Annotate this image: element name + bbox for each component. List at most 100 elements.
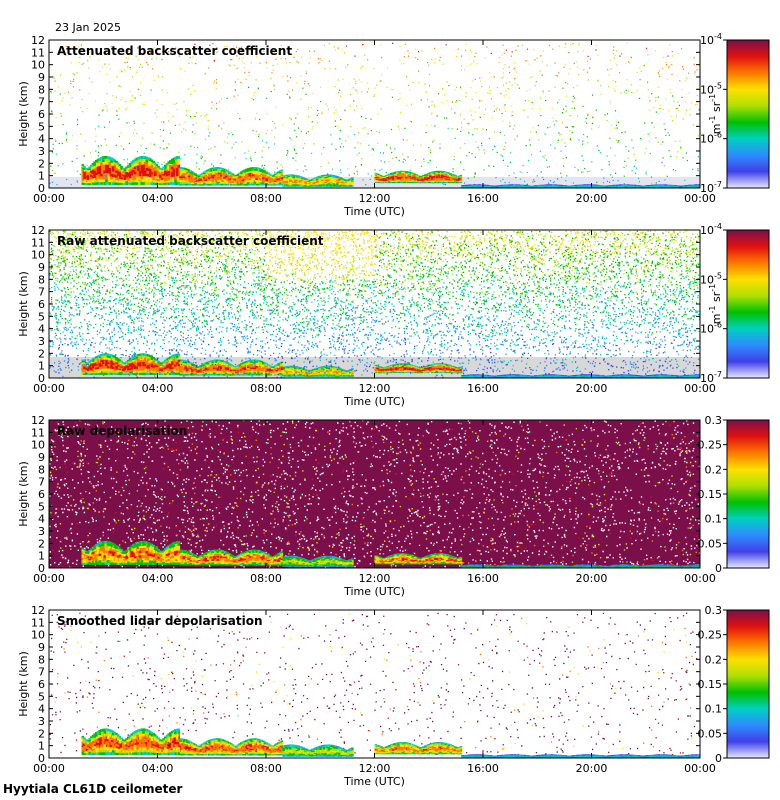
colorbar-tick-exp: -4: [714, 32, 722, 41]
instrument-footer: Hyytiala CL61D ceilometer: [3, 782, 183, 796]
x-tick-label: 12:00: [359, 572, 391, 585]
heatmap-cells: [122, 550, 700, 568]
colorbar-tick-base: 10: [700, 323, 714, 336]
heatmap-data: [49, 420, 700, 568]
x-axis-label: Time (UTC): [343, 395, 405, 408]
unit-m-exp: -1: [708, 306, 717, 314]
y-tick-label: 5: [38, 310, 45, 323]
y-tick-label: 8: [38, 463, 45, 476]
unit-sr: sr: [710, 291, 723, 305]
colorbar: [726, 609, 770, 759]
unit-sr-exp: -1: [708, 94, 717, 102]
x-tick-label: 00:00: [33, 572, 65, 585]
y-tick-label: 6: [38, 678, 45, 691]
x-axis-label: Time (UTC): [343, 205, 405, 218]
x-tick-label: 12:00: [359, 382, 391, 395]
y-axis-label: Height (km): [17, 651, 30, 717]
x-tick-label: 12:00: [359, 762, 391, 775]
x-tick-label: 08:00: [250, 572, 282, 585]
y-tick-label: 4: [38, 513, 45, 526]
x-tick-label: 00:00: [684, 382, 716, 395]
colorbar-tick-base: 10: [700, 273, 714, 286]
panel-title: Attenuated backscatter coefficient: [57, 44, 292, 58]
heatmap-cells: [83, 359, 463, 373]
colorbar-unit: m-1 sr-1: [708, 94, 723, 134]
x-axis-label: Time (UTC): [343, 775, 405, 788]
heatmap-cells: [282, 742, 700, 758]
colorbar-tick-label: 10-6: [700, 321, 722, 336]
unit-m: m: [710, 124, 723, 135]
colorbar-tick-label: 10-5: [700, 81, 722, 96]
colorbar-tick-exp: -5: [714, 81, 722, 90]
colorbar-tick-label: 10-4: [700, 222, 722, 237]
y-tick-label: 10: [31, 439, 45, 452]
y-tick-label: 12: [31, 224, 45, 237]
x-tick-label: 20:00: [576, 762, 608, 775]
colorbar-tick-label: 0.05: [698, 727, 723, 740]
x-tick-label: 20:00: [576, 572, 608, 585]
heatmap-cells: [81, 540, 700, 568]
y-tick-label: 4: [38, 133, 45, 146]
colorbar-tick-label: 0.2: [705, 463, 723, 476]
y-tick-label: 11: [31, 616, 45, 629]
x-tick-label: 04:00: [142, 192, 174, 205]
y-tick-label: 8: [38, 273, 45, 286]
y-tick-label: 9: [38, 71, 45, 84]
colorbar-tick-base: 10: [700, 372, 714, 385]
colorbar-tick-label: 0.15: [698, 488, 723, 501]
y-tick-label: 12: [31, 34, 45, 47]
y-tick-label: 4: [38, 323, 45, 336]
colorbar-tick-label: 10-7: [700, 370, 722, 385]
x-tick-label: 08:00: [250, 192, 282, 205]
colorbar-tick-label: 0: [715, 562, 722, 575]
colorbar-tick-base: 10: [700, 83, 714, 96]
colorbar-tick-label: 10-6: [700, 131, 722, 146]
colorbar-tick-exp: -7: [714, 370, 722, 379]
x-tick-label: 20:00: [576, 192, 608, 205]
y-axis-label: Height (km): [17, 271, 30, 337]
colorbar-tick-exp: -7: [714, 180, 722, 189]
colorbar-tick-label: 0.15: [698, 678, 723, 691]
unit-sr: sr: [710, 101, 723, 115]
y-tick-label: 6: [38, 488, 45, 501]
panel-title: Smoothed lidar depolarisation: [57, 614, 263, 628]
y-tick-label: 3: [38, 715, 45, 728]
x-tick-label: 08:00: [250, 762, 282, 775]
y-tick-label: 3: [38, 145, 45, 158]
y-tick-label: 11: [31, 426, 45, 439]
colorbar: [726, 39, 770, 189]
heatmap-cells: [54, 43, 700, 185]
heatmap-cells: [81, 357, 463, 375]
x-tick-label: 20:00: [576, 382, 608, 395]
heatmap-cells: [49, 259, 700, 378]
y-tick-label: 6: [38, 298, 45, 311]
colorbar-tick-label: 0.1: [705, 513, 723, 526]
y-tick-label: 3: [38, 335, 45, 348]
colorbar-tick-label: 10-5: [700, 271, 722, 286]
x-tick-label: 16:00: [467, 762, 499, 775]
heatmap-cells: [50, 230, 700, 376]
colorbar-unit: m-1 sr-1: [708, 284, 723, 324]
colorbar: [726, 229, 770, 379]
panel-title: Raw attenuated backscatter coefficient: [57, 234, 324, 248]
heatmap-cells: [64, 644, 471, 756]
y-tick-label: 12: [31, 414, 45, 427]
colorbar-tick-label: 0: [715, 752, 722, 765]
y-tick-label: 9: [38, 261, 45, 274]
x-tick-label: 04:00: [142, 572, 174, 585]
date-label: 23 Jan 2025: [55, 21, 121, 34]
colorbar-tick-label: 10-4: [700, 32, 722, 47]
y-tick-label: 10: [31, 249, 45, 262]
heatmap-cells: [75, 612, 688, 756]
y-tick-label: 0: [38, 752, 45, 765]
unit-sr-exp: -1: [708, 284, 717, 292]
heatmap-data: [49, 230, 700, 378]
colorbar-tick-base: 10: [700, 34, 714, 47]
colorbar-tick-label: 0.3: [705, 604, 723, 617]
